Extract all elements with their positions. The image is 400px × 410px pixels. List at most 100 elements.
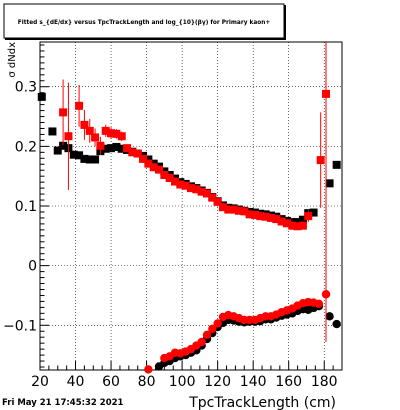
data-point-square — [133, 149, 142, 158]
data-point-square — [160, 170, 169, 179]
data-point-circle — [213, 319, 222, 328]
x-tick-label: 100 — [169, 374, 196, 390]
data-point-square — [59, 141, 68, 150]
data-point-square — [101, 126, 110, 135]
data-point-square — [69, 150, 78, 159]
data-point-square — [304, 212, 313, 221]
data-point-square — [277, 217, 286, 226]
data-point-square — [96, 141, 105, 150]
y-tick-label: −0.1 — [3, 318, 37, 334]
data-point-square — [187, 184, 195, 193]
grid-lines — [40, 42, 342, 370]
y-tick-label: 0.1 — [15, 199, 37, 215]
data-point-square — [123, 144, 132, 153]
data-point-square — [144, 155, 153, 164]
data-point-square — [325, 179, 334, 188]
data-point-circle — [208, 324, 217, 334]
data-point-square — [91, 155, 100, 164]
x-tick-label: 180 — [311, 374, 338, 390]
data-point-square — [80, 120, 89, 129]
x-axis-ticks: 20 40 60 80 100 120 140 160 180 — [31, 361, 343, 390]
data-point-square — [128, 148, 137, 157]
y-axis-label: σ dNdx — [7, 42, 18, 78]
data-point-square — [192, 185, 201, 194]
data-point-square — [240, 207, 249, 216]
data-point-square — [181, 181, 190, 190]
data-point-square — [213, 197, 222, 206]
data-point-square — [165, 173, 174, 182]
data-point-square — [107, 129, 116, 138]
data-point-square — [332, 160, 341, 169]
data-point-square — [91, 133, 100, 142]
data-point-circle — [202, 330, 212, 340]
data-point-square — [48, 127, 57, 136]
data-point-square — [245, 210, 254, 219]
data-point-square — [202, 189, 211, 198]
data-point-circle — [321, 290, 331, 299]
data-point-square — [176, 180, 185, 189]
title-box: Fitted s_{dE/dx} versus TpcTrackLength a… — [3, 3, 286, 40]
data-point-square — [75, 151, 84, 160]
data-point-square — [293, 218, 302, 227]
data-point-square — [101, 144, 110, 153]
data-point-square — [282, 219, 291, 228]
data-point-square — [64, 132, 73, 141]
data-point-square — [197, 187, 206, 196]
data-point-square — [272, 215, 281, 224]
data-point-square — [37, 92, 46, 101]
data-point-square — [229, 205, 238, 214]
data-point-square — [261, 212, 270, 221]
data-point-square — [322, 89, 331, 98]
x-tick-label: 160 — [275, 374, 302, 390]
data-point-square — [298, 215, 307, 224]
data-point-square — [53, 146, 62, 155]
x-tick-label: 120 — [204, 374, 231, 390]
data-point-square — [250, 210, 259, 219]
data-point-square — [266, 213, 275, 222]
data-point-square — [117, 144, 126, 153]
data-point-square — [144, 159, 153, 168]
title-box-shadow-right — [284, 5, 286, 40]
data-point-square — [107, 144, 116, 153]
data-point-square — [218, 203, 227, 212]
x-tick-label: 20 — [31, 374, 49, 390]
data-point-square — [149, 163, 158, 172]
y-tick-label: 0.3 — [15, 80, 37, 96]
data-point-square — [117, 132, 126, 141]
data-point-square — [139, 154, 148, 163]
data-point-square — [85, 126, 94, 135]
data-point-square — [59, 108, 68, 117]
data-point-square — [85, 155, 94, 164]
data-point-square — [293, 222, 302, 231]
y-tick-label: 0 — [28, 259, 37, 275]
data-point-square — [298, 221, 307, 230]
data-point-square — [208, 193, 217, 202]
data-point-circle — [325, 312, 334, 321]
data-point-square — [224, 205, 233, 214]
x-tick-label: 60 — [102, 374, 120, 390]
data-point-square — [112, 129, 121, 138]
data-point-circle — [314, 299, 324, 309]
x-tick-label: 140 — [240, 374, 267, 390]
data-point-square — [256, 212, 265, 221]
title-box-frame — [3, 3, 285, 39]
data-point-circle — [144, 365, 153, 374]
data-point-square — [234, 206, 243, 215]
data-point-square — [155, 165, 164, 174]
data-point-square — [112, 142, 121, 151]
data-point-circle — [197, 337, 206, 347]
data-point-circle — [332, 319, 341, 329]
data-point-square — [80, 154, 89, 163]
data-point-square — [171, 177, 180, 186]
x-tick-label: 80 — [138, 374, 156, 390]
data-marks — [37, 42, 341, 374]
x-tick-label: 40 — [67, 374, 85, 390]
y-tick-label: 0.2 — [15, 139, 37, 155]
data-point-square — [288, 221, 297, 230]
title-box-shadow — [5, 38, 285, 40]
data-point-square — [75, 101, 84, 110]
data-point-square — [309, 208, 318, 217]
x-axis-label: TpcTrackLength (cm) — [188, 395, 336, 410]
data-point-square — [316, 156, 325, 165]
